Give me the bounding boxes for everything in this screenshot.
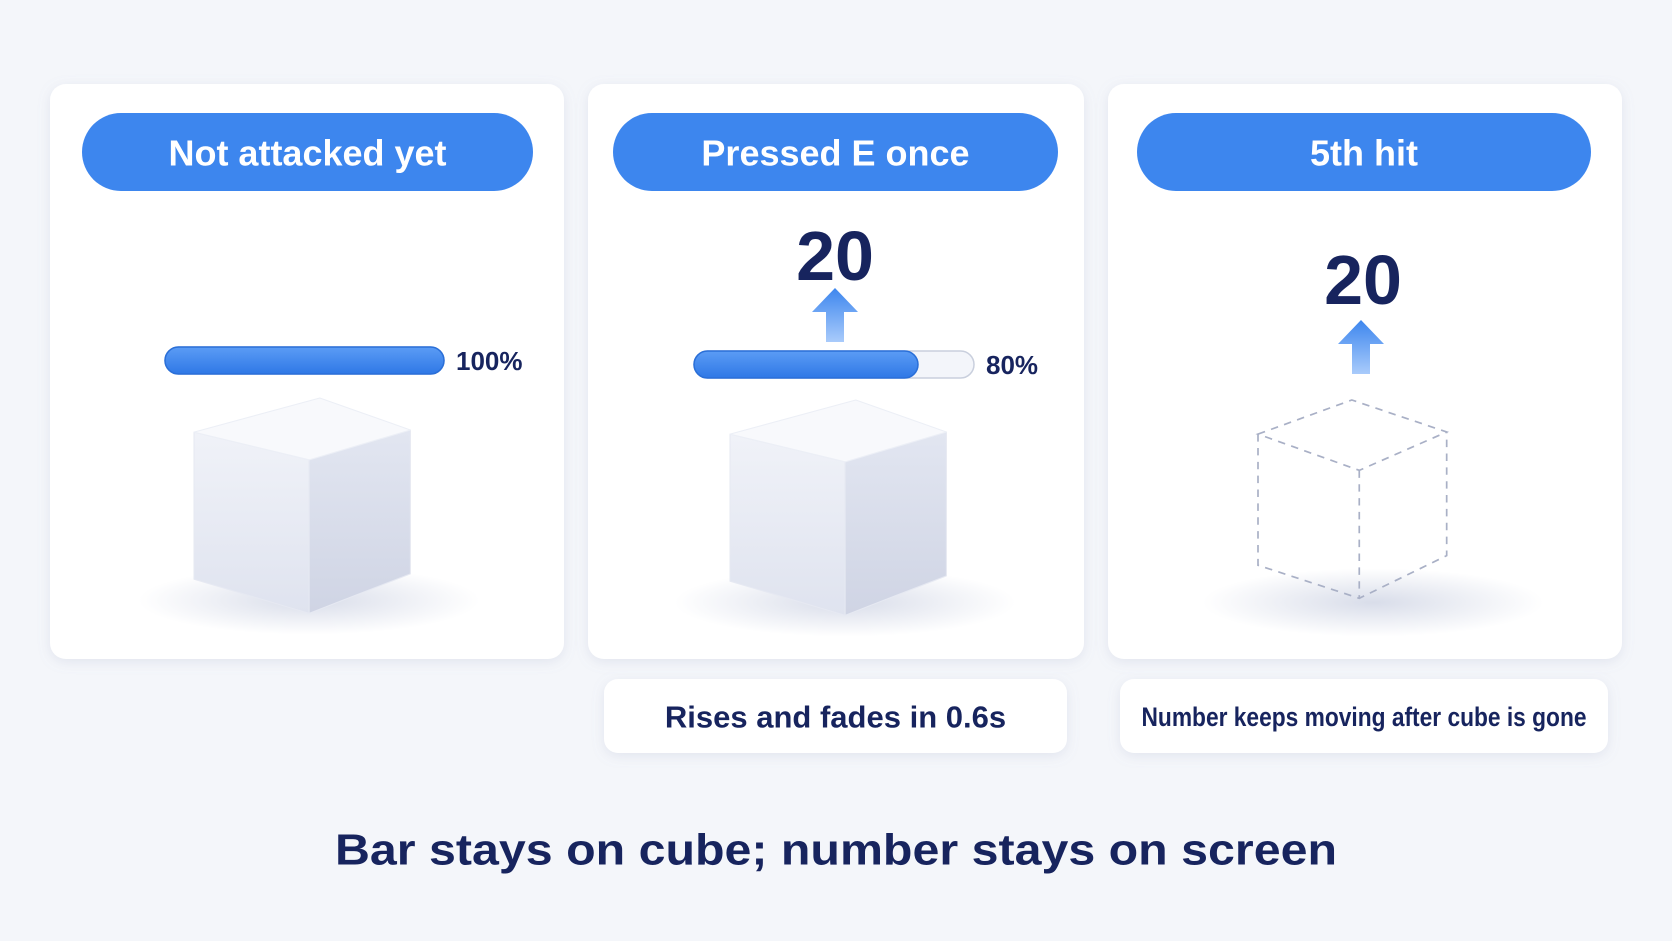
caption-text: Number keeps moving after cube is gone bbox=[1142, 702, 1587, 732]
panel-header-pill bbox=[1137, 113, 1591, 191]
panel-title: Pressed E once bbox=[701, 133, 969, 174]
damage-number: 20 bbox=[1324, 241, 1402, 319]
cube-top-face bbox=[729, 399, 947, 463]
health-label: 100% bbox=[456, 346, 523, 376]
footer-caption: Bar stays on cube; number stays on scree… bbox=[335, 826, 1337, 875]
cube bbox=[674, 399, 1016, 637]
caption-box bbox=[1120, 679, 1608, 753]
panel-header-pill bbox=[613, 113, 1058, 191]
health-bar-fill bbox=[164, 346, 445, 375]
cube bbox=[138, 397, 480, 635]
arrow bbox=[1338, 320, 1384, 374]
cube-shadow bbox=[1202, 568, 1544, 637]
cube-top-face bbox=[193, 397, 411, 461]
panel-header-pill bbox=[82, 113, 533, 191]
arrow bbox=[812, 288, 858, 342]
caption-text: Rises and fades in 0.6s bbox=[665, 700, 1006, 735]
cube bbox=[1202, 399, 1544, 637]
health-label: 80% bbox=[986, 350, 1038, 380]
caption-box bbox=[604, 679, 1067, 753]
panel-title: 5th hit bbox=[1310, 133, 1418, 174]
panel-title: Not attacked yet bbox=[168, 133, 446, 174]
health-bar-fill bbox=[693, 350, 919, 379]
damage-number: 20 bbox=[796, 217, 874, 295]
